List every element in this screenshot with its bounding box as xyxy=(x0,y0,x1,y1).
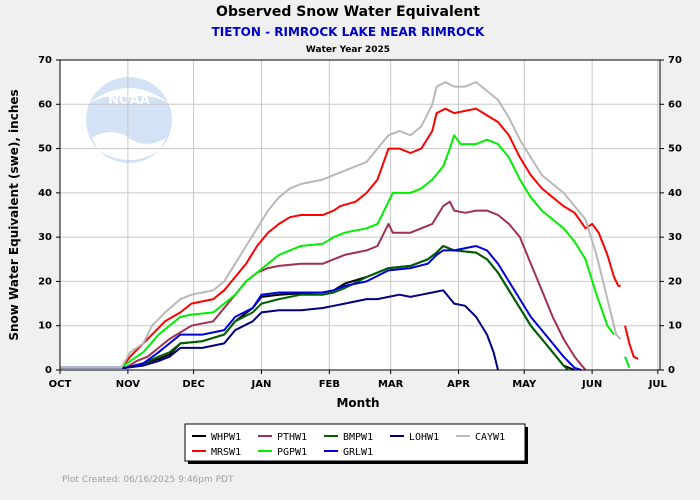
chart-subtitle: TIETON - RIMROCK LAKE NEAR RIMROCK xyxy=(212,25,485,39)
chart-water-year: Water Year 2025 xyxy=(306,45,390,55)
series-line-lohw1 xyxy=(60,289,499,371)
series-line-grlw1 xyxy=(60,245,582,371)
legend: WHPW1 PTHW1 BMPW1 LOHW1 CAYW1 MRSW1 PGPW1 GRLW1 xyxy=(184,423,528,464)
y-tick-label: 30 xyxy=(38,232,52,243)
plot-frame xyxy=(59,59,661,371)
y-tick-label-right: 70 xyxy=(668,55,682,66)
x-tick-label: JUN xyxy=(581,379,602,390)
x-tick-label: JUL xyxy=(648,379,668,390)
y-tick-label-right: 10 xyxy=(668,321,682,332)
y-tick-label: 20 xyxy=(38,276,52,287)
x-tick-label: OCT xyxy=(49,379,72,390)
x-tick-label: APR xyxy=(447,379,470,390)
legend-label-whpw1: WHPW1 xyxy=(211,432,241,443)
y-tick-label-right: 60 xyxy=(668,99,682,110)
noaa-logo-bird xyxy=(88,88,170,104)
x-tick-label: DEC xyxy=(182,379,204,390)
noaa-logo-wave xyxy=(92,132,166,160)
y-axis-right: 0 10 20 30 40 50 60 70 xyxy=(660,55,682,376)
x-axis: OCT NOV DEC JAN FEB MAR APR MAY JUN JUL xyxy=(49,370,668,390)
y-axis-label: Snow Water Equivalent (swe), inches xyxy=(7,89,21,340)
y-tick-label-right: 0 xyxy=(668,365,675,376)
y-axis-left: 0 10 20 30 40 50 60 70 xyxy=(38,55,60,376)
series-line-pthw1 xyxy=(60,200,587,371)
y-tick-label: 50 xyxy=(38,144,52,155)
y-tick-label: 10 xyxy=(38,321,52,332)
x-tick-label: NOV xyxy=(116,379,141,390)
chart-title: Observed Snow Water Equivalent xyxy=(216,4,480,20)
legend-label-cayw1: CAYW1 xyxy=(475,432,505,443)
x-tick-label: JAN xyxy=(251,379,272,390)
y-tick-label: 40 xyxy=(38,188,52,199)
legend-box xyxy=(184,423,526,462)
legend-label-bmpw1: BMPW1 xyxy=(343,432,373,443)
series-line-cayw1 xyxy=(60,81,622,369)
y-tick-label: 0 xyxy=(45,365,52,376)
x-tick-label: FEB xyxy=(319,379,340,390)
legend-label-pgpw1: PGPW1 xyxy=(277,447,307,458)
y-tick-label-right: 50 xyxy=(668,144,682,155)
series-line-bmpw1 xyxy=(60,245,569,371)
y-tick-label-right: 40 xyxy=(668,188,682,199)
legend-label-grlw1: GRLW1 xyxy=(343,447,373,458)
y-tick-label: 70 xyxy=(38,55,52,66)
plot-created-footer: Plot Created: 06/16/2025 9:46pm PDT xyxy=(62,475,234,485)
x-tick-label: MAR xyxy=(378,379,404,390)
series-lines xyxy=(60,81,639,371)
y-tick-label-right: 20 xyxy=(668,276,682,287)
noaa-logo-text: NOAA xyxy=(108,93,150,108)
legend-label-mrsw1: MRSW1 xyxy=(211,447,241,458)
legend-label-lohw1: LOHW1 xyxy=(409,432,439,443)
series-line-mrsw1 xyxy=(60,107,639,369)
x-axis-label: Month xyxy=(336,396,379,410)
series-line-pgpw1 xyxy=(60,134,631,369)
x-tick-label: MAY xyxy=(512,379,537,390)
y-tick-label: 60 xyxy=(38,99,52,110)
legend-items: WHPW1 PTHW1 BMPW1 LOHW1 CAYW1 MRSW1 PGPW1 GRLW1 xyxy=(192,432,505,458)
y-tick-label-right: 30 xyxy=(668,232,682,243)
noaa-logo: NOAA xyxy=(86,77,172,163)
legend-label-pthw1: PTHW1 xyxy=(277,432,307,443)
